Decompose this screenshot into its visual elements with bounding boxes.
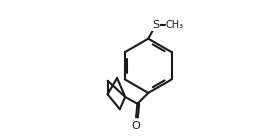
Text: CH₃: CH₃: [166, 20, 184, 30]
Text: O: O: [132, 121, 140, 131]
Text: S: S: [152, 20, 159, 30]
